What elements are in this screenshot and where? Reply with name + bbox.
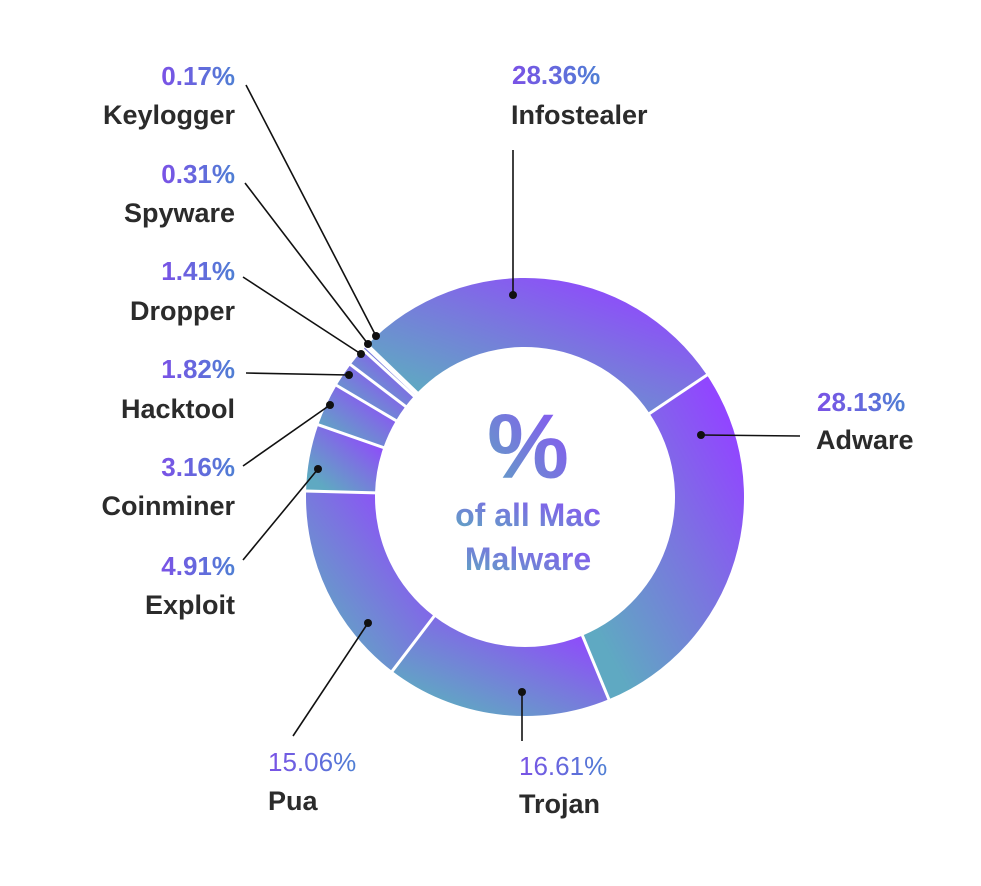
pct-label: 28.36% — [512, 60, 600, 90]
slice-separator — [334, 383, 398, 423]
pct-label: 1.82% — [161, 354, 235, 384]
slice-separator — [390, 614, 436, 673]
slice-hacktool — [336, 364, 406, 421]
name-label: Dropper — [130, 296, 236, 326]
name-label: Trojan — [519, 789, 600, 819]
pct-label: 1.41% — [161, 256, 235, 286]
name-label: Infostealer — [511, 100, 648, 130]
slice-label-spyware: 0.31% Spyware — [124, 159, 235, 228]
slice-separator — [365, 343, 419, 395]
slice-separator — [364, 344, 418, 396]
center-line1: of all Mac — [455, 497, 601, 533]
center-line2: Malware — [465, 541, 591, 577]
pct-label: 3.16% — [161, 452, 235, 482]
name-label: Coinminer — [101, 491, 235, 521]
slice-label-infostealer: 28.36% Infostealer — [511, 60, 648, 130]
slice-separator — [348, 362, 408, 409]
center-symbol: % — [487, 396, 569, 498]
slice-separator — [647, 373, 709, 416]
slice-spyware — [362, 346, 416, 397]
slice-label-pua: 15.06% Pua — [268, 747, 356, 816]
slice-separator — [316, 423, 385, 450]
pct-label: 0.17% — [161, 61, 235, 91]
name-label: Exploit — [145, 590, 235, 620]
slice-separator — [305, 489, 377, 495]
slice-label-hacktool: 1.82% Hacktool — [121, 354, 235, 424]
slice-label-keylogger: 0.17% Keylogger — [103, 61, 236, 130]
slices — [305, 278, 744, 716]
name-label: Hacktool — [121, 394, 235, 424]
pct-label: 28.13% — [817, 387, 905, 417]
center-label: % of all Mac Malware — [455, 396, 601, 577]
slice-pua — [305, 491, 435, 672]
slice-dropper — [350, 349, 415, 407]
slice-label-exploit: 4.91% Exploit — [145, 551, 235, 620]
name-label: Spyware — [124, 198, 235, 228]
pct-label: 15.06% — [268, 747, 356, 777]
name-label: Adware — [816, 425, 914, 455]
slice-separator — [361, 347, 416, 398]
slice-trojan — [392, 616, 609, 716]
pct-label: 16.61% — [519, 751, 607, 781]
slice-coinminer — [318, 385, 396, 448]
leader-lines — [242, 84, 801, 741]
slice-label-adware: 28.13% Adware — [816, 387, 914, 455]
name-label: Keylogger — [103, 100, 236, 130]
name-label: Pua — [268, 786, 319, 816]
slice-infostealer — [367, 278, 707, 414]
slice-label-dropper: 1.41% Dropper — [130, 256, 236, 326]
slice-separator — [580, 634, 611, 701]
slice-adware — [582, 375, 744, 700]
slice-label-trojan: 16.61% Trojan — [519, 751, 607, 819]
slice-label-coinminer: 3.16% Coinminer — [101, 452, 235, 521]
pct-label: 0.31% — [161, 159, 235, 189]
pct-label: 4.91% — [161, 551, 235, 581]
